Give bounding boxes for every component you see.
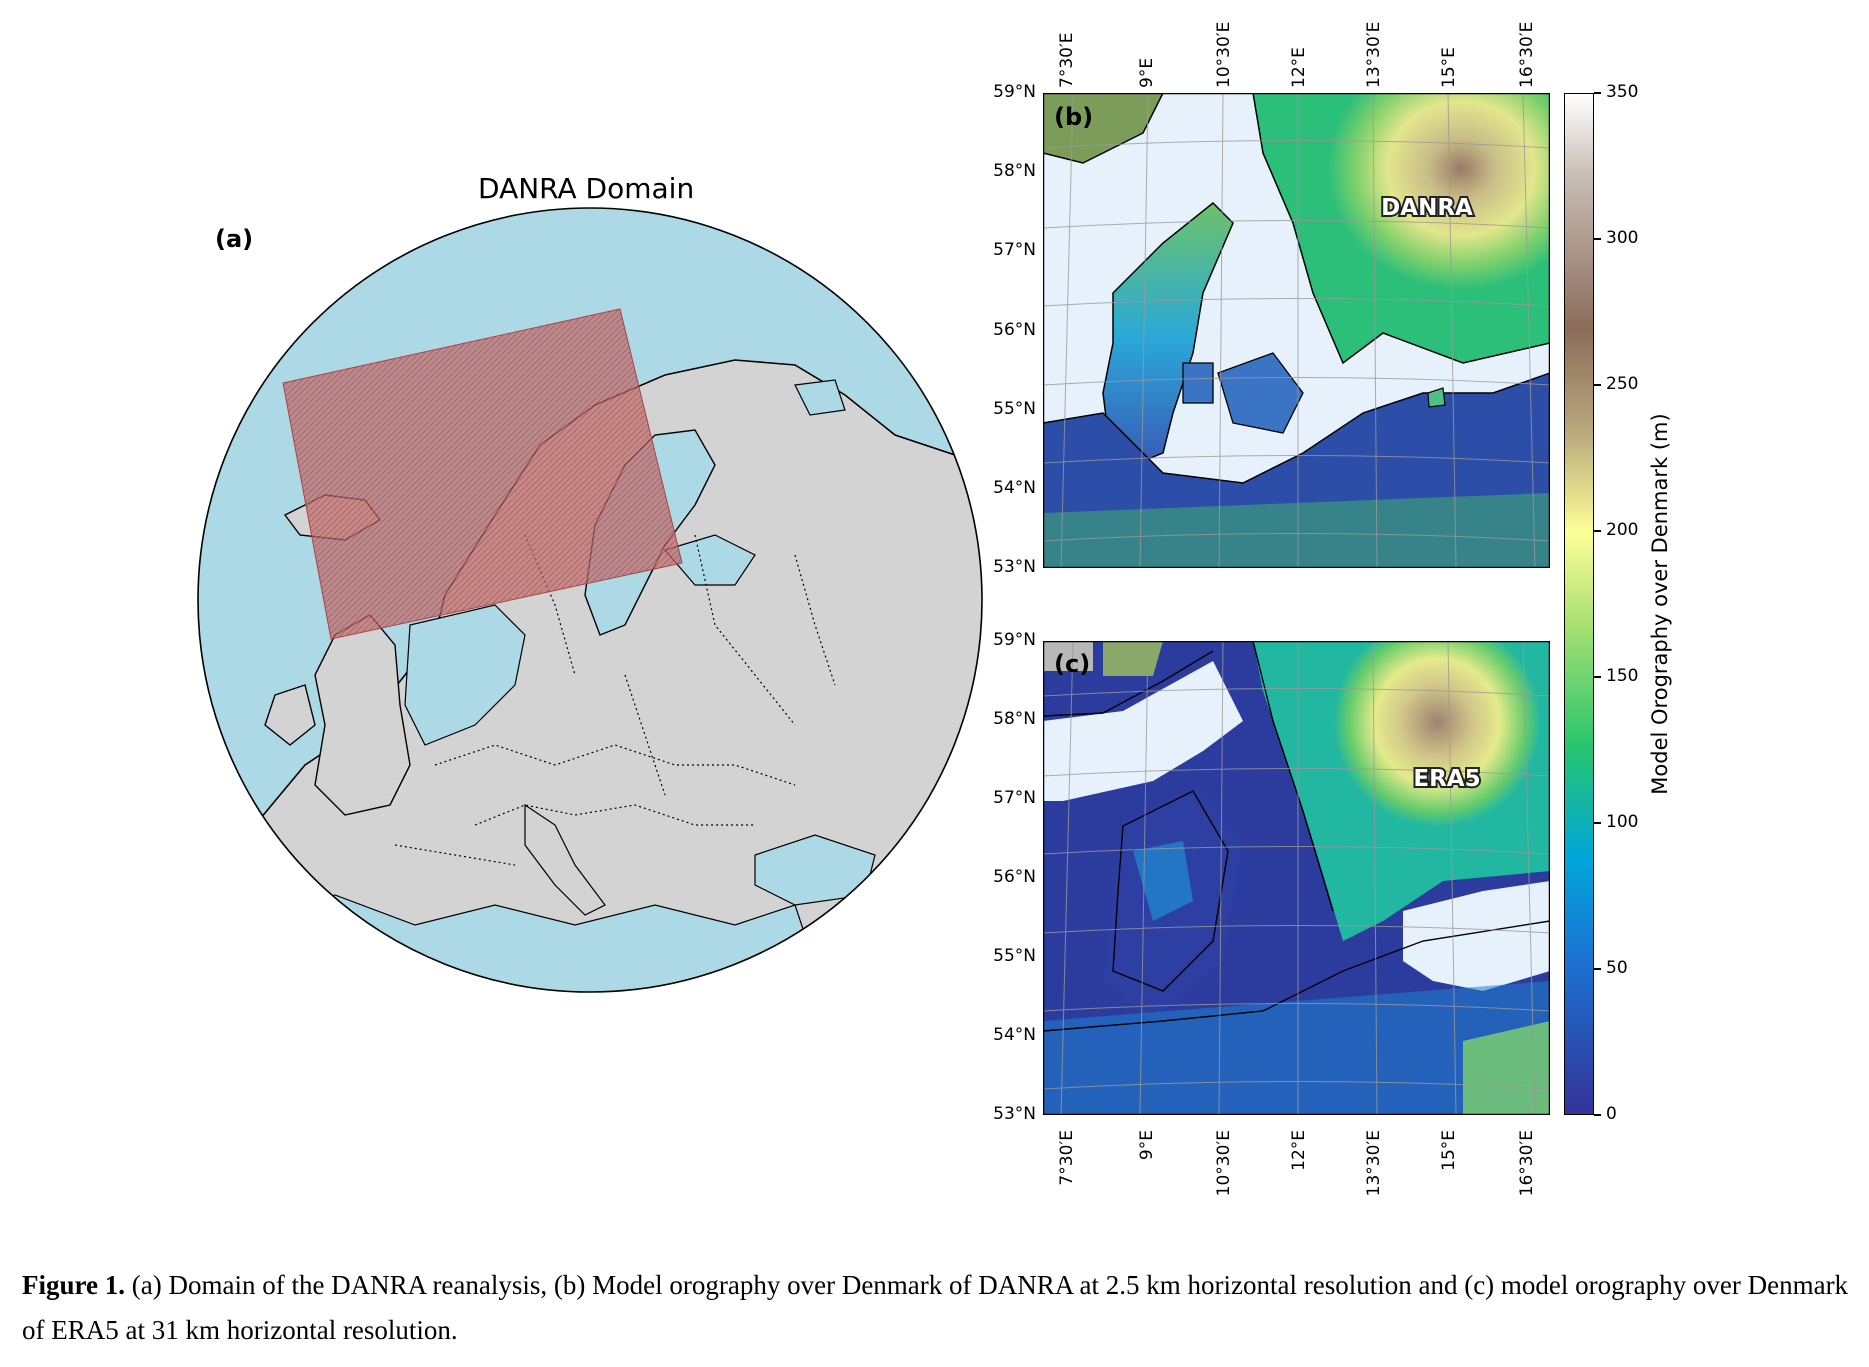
lat-tick-label: 58°N bbox=[993, 161, 1036, 182]
colorbar-tick-label: 350 bbox=[1606, 82, 1639, 102]
lon-tick-label-top: 13°30′E bbox=[1364, 21, 1384, 88]
colorbar-tick-label: 300 bbox=[1606, 228, 1639, 248]
colorbar-tick-mark bbox=[1594, 1114, 1601, 1116]
lon-tick-label-bottom: 16°30′E bbox=[1517, 1130, 1537, 1197]
colorbar-tick-mark bbox=[1594, 384, 1601, 386]
lon-tick-label-top: 10°30′E bbox=[1214, 21, 1234, 88]
colorbar-tick-mark bbox=[1594, 238, 1601, 240]
colorbar-tick-mark bbox=[1594, 92, 1601, 94]
lon-tick-label-bottom: 15°E bbox=[1439, 1130, 1459, 1171]
colorbar-tick-mark bbox=[1594, 968, 1601, 970]
colorbar-tick-label: 250 bbox=[1606, 374, 1639, 394]
lat-tick-label: 56°N bbox=[993, 867, 1036, 887]
danra-domain-polygon bbox=[282, 308, 683, 640]
lat-tick-label: 54°N bbox=[993, 477, 1036, 498]
figure-caption: Figure 1. (a) Domain of the DANRA reanal… bbox=[22, 1263, 1852, 1353]
figure-caption-text: (a) Domain of the DANRA reanalysis, (b) … bbox=[22, 1270, 1849, 1345]
colorbar-tick-label: 50 bbox=[1606, 958, 1628, 978]
lon-tick-label-top: 9°E bbox=[1137, 57, 1157, 88]
lat-tick-label: 58°N bbox=[993, 709, 1036, 729]
lat-tick-label: 56°N bbox=[993, 319, 1036, 340]
lat-tick-label: 55°N bbox=[993, 398, 1036, 419]
lon-tick-label-top: 15°E bbox=[1439, 47, 1459, 88]
panel-c-map: ERA5 bbox=[1043, 641, 1550, 1115]
globe-outline bbox=[197, 207, 983, 993]
figure-caption-lead: Figure 1. bbox=[22, 1270, 125, 1300]
lat-tick-label: 57°N bbox=[993, 240, 1036, 261]
lat-tick-label: 57°N bbox=[993, 788, 1036, 808]
lat-tick-label: 53°N bbox=[993, 1104, 1036, 1124]
colorbar-tick-mark bbox=[1594, 822, 1601, 824]
lon-tick-label-bottom: 7°30′E bbox=[1057, 1130, 1077, 1186]
lon-tick-label-top: 7°30′E bbox=[1057, 32, 1077, 88]
panel-c-map-label: ERA5 bbox=[1413, 766, 1480, 792]
colorbar-tick-mark bbox=[1594, 676, 1601, 678]
colorbar-tick-label: 100 bbox=[1606, 812, 1639, 832]
panel-a-title: DANRA Domain bbox=[478, 172, 695, 205]
colorbar-tick-label: 200 bbox=[1606, 520, 1639, 540]
lon-tick-label-top: 12°E bbox=[1289, 47, 1309, 88]
lon-tick-label-bottom: 13°30′E bbox=[1364, 1130, 1384, 1197]
panel-a-label: (a) bbox=[215, 225, 254, 253]
lon-tick-label-top: 16°30′E bbox=[1517, 21, 1537, 88]
globe-map bbox=[197, 207, 983, 993]
colorbar bbox=[1564, 93, 1594, 1115]
lon-tick-label-bottom: 9°E bbox=[1137, 1130, 1157, 1161]
panel-b-label: (b) bbox=[1054, 103, 1094, 131]
colorbar-tick-label: 150 bbox=[1606, 666, 1639, 686]
lat-tick-label: 54°N bbox=[993, 1025, 1036, 1045]
colorbar-tick-label: 0 bbox=[1606, 1104, 1617, 1124]
lat-tick-label: 59°N bbox=[993, 82, 1036, 102]
colorbar-tick-mark bbox=[1594, 530, 1601, 532]
panel-b-map-label: DANRA bbox=[1381, 195, 1473, 221]
panel-b-map: DANRA bbox=[1043, 93, 1550, 568]
lon-tick-label-bottom: 10°30′E bbox=[1214, 1130, 1234, 1197]
colorbar-label: Model Orography over Denmark (m) bbox=[1648, 413, 1672, 795]
lat-tick-label: 59°N bbox=[993, 630, 1036, 650]
lat-tick-label: 53°N bbox=[993, 557, 1036, 577]
panel-c-label: (c) bbox=[1054, 650, 1091, 678]
lon-tick-label-bottom: 12°E bbox=[1289, 1130, 1309, 1171]
lat-tick-label: 55°N bbox=[993, 946, 1036, 966]
